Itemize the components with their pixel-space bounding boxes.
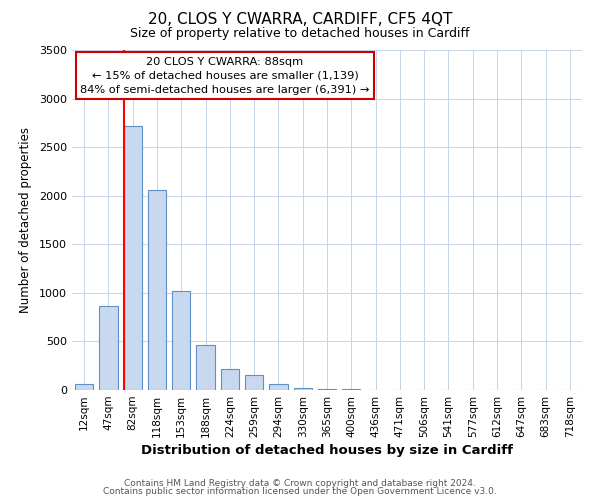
Bar xyxy=(318,388,336,390)
Bar xyxy=(100,306,118,390)
Y-axis label: Number of detached properties: Number of detached properties xyxy=(19,127,32,313)
Text: Size of property relative to detached houses in Cardiff: Size of property relative to detached ho… xyxy=(130,28,470,40)
Bar xyxy=(148,190,166,390)
Text: 20, CLOS Y CWARRA, CARDIFF, CF5 4QT: 20, CLOS Y CWARRA, CARDIFF, CF5 4QT xyxy=(148,12,452,28)
Bar xyxy=(124,126,142,390)
Bar xyxy=(269,384,287,390)
Bar xyxy=(75,384,93,390)
Bar xyxy=(342,389,361,390)
X-axis label: Distribution of detached houses by size in Cardiff: Distribution of detached houses by size … xyxy=(141,444,513,457)
Bar xyxy=(196,346,215,390)
Text: 20 CLOS Y CWARRA: 88sqm
← 15% of detached houses are smaller (1,139)
84% of semi: 20 CLOS Y CWARRA: 88sqm ← 15% of detache… xyxy=(80,57,370,95)
Text: Contains HM Land Registry data © Crown copyright and database right 2024.: Contains HM Land Registry data © Crown c… xyxy=(124,478,476,488)
Text: Contains public sector information licensed under the Open Government Licence v3: Contains public sector information licen… xyxy=(103,487,497,496)
Bar xyxy=(172,291,190,390)
Bar xyxy=(293,388,312,390)
Bar xyxy=(245,376,263,390)
Bar xyxy=(221,369,239,390)
